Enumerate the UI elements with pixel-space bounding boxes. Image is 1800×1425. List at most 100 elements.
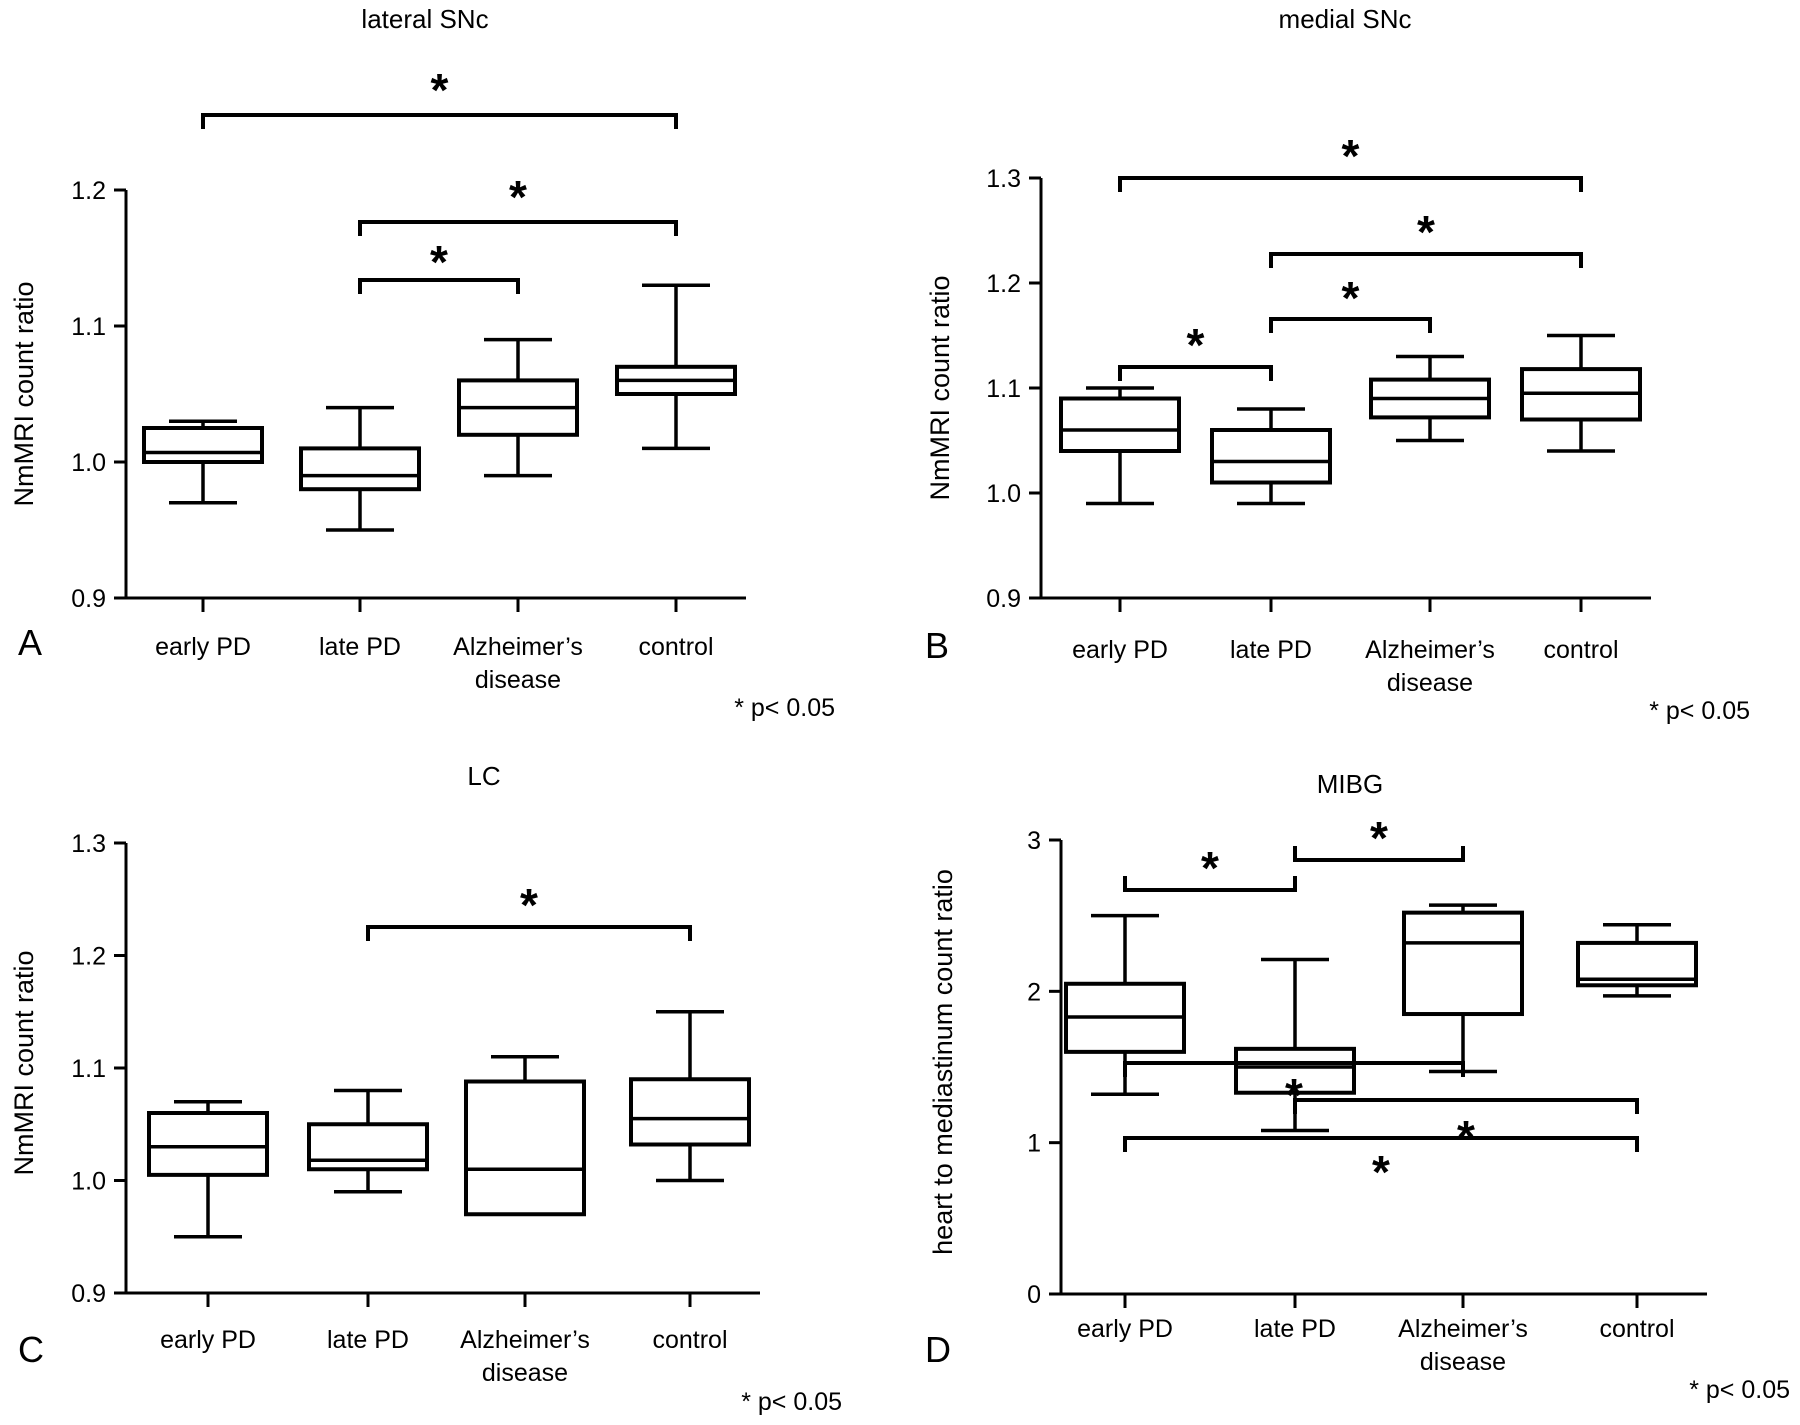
box-iqr [1210, 428, 1332, 485]
significance-bracket [1118, 365, 1273, 381]
significance-bracket [1123, 1136, 1639, 1152]
significance-star: * [509, 171, 527, 223]
y-tick-label: 0.9 [71, 1280, 106, 1308]
significance-bracket [1118, 176, 1583, 192]
box-iqr [1059, 396, 1181, 453]
box-plot [1402, 903, 1524, 1074]
y-tick-label: 0.9 [71, 585, 106, 613]
y-tick-label: 1.1 [986, 375, 1021, 403]
significance-star: * [1187, 319, 1205, 371]
y-tick-label: 1 [1027, 1130, 1041, 1158]
box-plot [142, 419, 264, 505]
category-label: control [652, 1326, 727, 1354]
box-iqr [147, 1111, 269, 1177]
y-tick-label: 1.2 [71, 177, 106, 205]
y-axis-label: NmMRI count ratio [925, 275, 955, 500]
category-label: disease [1420, 1348, 1506, 1376]
panel-letter: A [18, 622, 42, 663]
box-plot [1064, 913, 1186, 1096]
y-tick-label: 3 [1027, 827, 1041, 855]
box-iqr [1234, 1046, 1356, 1095]
y-tick-label: 1.3 [986, 165, 1021, 193]
box-iqr [1402, 910, 1524, 1017]
significance-bracket [1123, 876, 1297, 892]
panel-title: medial SNc [1279, 4, 1412, 34]
category-label: early PD [155, 633, 251, 661]
significance-bracket [1269, 317, 1432, 333]
category-label: late PD [319, 633, 401, 661]
box-iqr [629, 1077, 751, 1147]
y-axis-label: heart to mediastinum count ratio [928, 869, 958, 1255]
box-plot [1369, 354, 1491, 443]
category-label: Alzheimer’s [1365, 636, 1495, 664]
box-iqr [1576, 940, 1698, 988]
panel-c: LC C NmMRI count ratio 0.9 1.0 1.1 1.2 1.3 early… [9, 761, 842, 1416]
panel-letter: C [18, 1329, 44, 1370]
box-plot [1059, 386, 1181, 506]
y-tick-label: 1.1 [71, 313, 106, 341]
significance-bracket [358, 220, 678, 236]
box-iqr [299, 446, 421, 492]
footnote: * p< 0.05 [741, 1388, 842, 1416]
category-label: early PD [1077, 1315, 1173, 1343]
significance-star: * [1342, 130, 1360, 182]
panel-letter: D [925, 1329, 951, 1370]
significance-bracket [1293, 1098, 1639, 1114]
footnote: * p< 0.05 [1649, 697, 1750, 725]
significance-star: * [1201, 842, 1219, 894]
significance-bracket [1269, 252, 1583, 268]
box-plot [147, 1100, 269, 1239]
significance-star: * [430, 236, 448, 288]
box-iqr [307, 1122, 429, 1172]
category-label: early PD [160, 1326, 256, 1354]
box-iqr [464, 1079, 586, 1217]
box-plot [457, 337, 579, 478]
category-label: late PD [327, 1326, 409, 1354]
category-label: late PD [1254, 1315, 1336, 1343]
category-label: early PD [1072, 636, 1168, 664]
box-iqr [142, 426, 264, 464]
panel-title: LC [467, 761, 500, 791]
box-plot [464, 1055, 586, 1217]
category-label: control [1543, 636, 1618, 664]
significance-bracket [201, 113, 678, 129]
box-plot [615, 283, 737, 451]
y-tick-label: 0.9 [986, 585, 1021, 613]
significance-star: * [520, 879, 538, 931]
y-tick-label: 1.2 [986, 270, 1021, 298]
y-tick-label: 2 [1027, 978, 1041, 1006]
panel-b: medial SNc B NmMRI count ratio 0.9 1.0 1.1 1.2… [925, 4, 1750, 725]
category-label: control [638, 633, 713, 661]
significance-star: * [1372, 1146, 1390, 1198]
panel-a: lateral SNc A NmMRI count ratio 0.9 1.0 1.1 1.… [9, 4, 835, 722]
panel-title: lateral SNc [361, 4, 488, 34]
y-tick-label: 1.2 [71, 943, 106, 971]
y-axis-label: NmMRI count ratio [9, 950, 39, 1175]
y-tick-label: 1.0 [986, 480, 1021, 508]
significance-bracket [366, 925, 692, 941]
category-label: control [1599, 1315, 1674, 1343]
category-label: disease [482, 1359, 568, 1387]
y-axis-label: NmMRI count ratio [9, 281, 39, 506]
panel-letter: B [925, 625, 949, 666]
category-label: Alzheimer’s [460, 1326, 590, 1354]
significance-star: * [1370, 812, 1388, 864]
box-plot [1234, 957, 1356, 1133]
significance-star: * [1285, 1069, 1303, 1121]
box-plot [307, 1088, 429, 1194]
box-plot [629, 1010, 751, 1183]
significance-star: * [1342, 272, 1360, 324]
category-label: disease [1387, 669, 1473, 697]
category-label: late PD [1230, 636, 1312, 664]
y-tick-label: 0 [1027, 1281, 1041, 1309]
box-plot [1520, 333, 1642, 453]
box-plot [299, 405, 421, 532]
category-label: Alzheimer’s [453, 633, 583, 661]
significance-bracket [358, 278, 520, 294]
panel-title: MIBG [1317, 769, 1383, 799]
significance-bracket [1293, 846, 1465, 862]
significance-bracket [1123, 1061, 1465, 1077]
footnote: * p< 0.05 [734, 694, 835, 722]
